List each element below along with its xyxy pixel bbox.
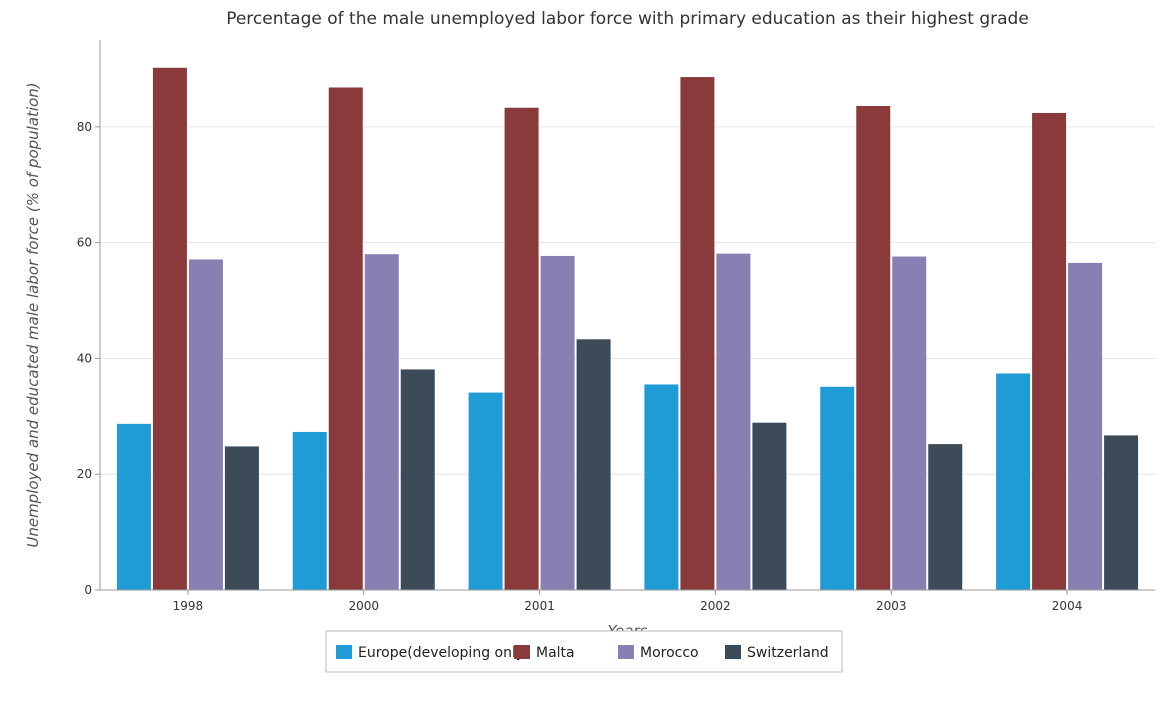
y-tick-label: 60: [77, 236, 92, 250]
bar-malta-2002: [680, 77, 715, 591]
bar-malta-2000: [328, 87, 363, 590]
y-tick-label: 20: [77, 467, 92, 481]
legend-swatch: [336, 645, 352, 659]
legend-label: Malta: [536, 645, 575, 661]
bar-europe-developing-only-2003: [820, 386, 855, 590]
legend-label: Europe(developing only): [358, 645, 530, 661]
legend: Europe(developing only) Malta Morocco Switz…: [325, 630, 843, 673]
x-tick-label: 2002: [700, 599, 731, 613]
bar-morocco-2002: [716, 253, 751, 590]
bar-switzerland-2002: [752, 422, 787, 590]
bar-morocco-2003: [892, 256, 927, 590]
bar-morocco-2000: [364, 254, 399, 591]
bar-switzerland-2000: [400, 369, 435, 590]
bar-malta-2001: [504, 107, 539, 590]
x-tick-label: 1998: [173, 599, 204, 613]
bar-europe-developing-only-2000: [292, 431, 327, 590]
bar-switzerland-2001: [576, 339, 611, 590]
bar-switzerland-2004: [1104, 435, 1139, 590]
legend-swatch: [618, 645, 634, 659]
legend-box: [325, 630, 843, 673]
y-tick-label: 0: [84, 583, 92, 597]
legend-label: Morocco: [640, 645, 699, 661]
x-tick-label: 2003: [876, 599, 907, 613]
bar-switzerland-1998: [224, 446, 259, 590]
x-tick-label: 2004: [1052, 599, 1083, 613]
bar-europe-developing-only-2001: [468, 392, 503, 590]
bar-morocco-2004: [1068, 262, 1103, 590]
bar-europe-developing-only-2002: [644, 384, 679, 590]
legend-swatch: [725, 645, 741, 659]
x-tick-label: 2000: [348, 599, 379, 613]
bar-europe-developing-only-2004: [996, 373, 1031, 590]
bar-morocco-1998: [188, 259, 223, 590]
bar-switzerland-2003: [928, 444, 963, 590]
bar-europe-developing-only-1998: [116, 423, 151, 590]
y-axis-label: Unemployed and educated male labor force…: [24, 82, 42, 547]
bars: [116, 67, 1139, 591]
x-tick-labels: 1998 2000 2001 2002 2003 2004: [173, 590, 1083, 613]
legend-swatch: [514, 645, 530, 659]
bar-malta-2004: [1032, 112, 1067, 591]
legend-label: Switzerland: [747, 645, 829, 661]
axes: [99, 40, 1155, 591]
x-tick-label: 2001: [524, 599, 555, 613]
y-tick-labels: 0 20 40 60 80: [77, 120, 100, 597]
y-tick-label: 80: [77, 120, 92, 134]
bar-malta-1998: [152, 67, 187, 590]
bar-morocco-2001: [540, 255, 575, 590]
bar-malta-2003: [856, 106, 891, 590]
y-tick-label: 40: [77, 351, 92, 365]
chart-title: Percentage of the male unemployed labor …: [226, 9, 1029, 29]
